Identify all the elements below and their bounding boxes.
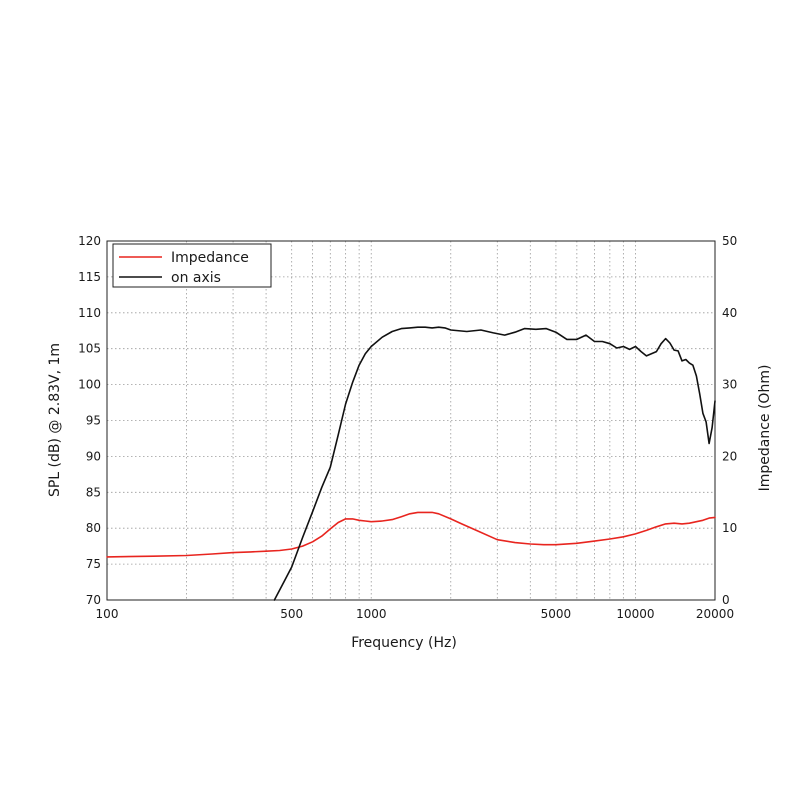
x-tick-label: 100 <box>96 607 119 621</box>
y-left-tick-label: 115 <box>78 270 101 284</box>
series-line-impedance <box>106 511 716 558</box>
series-line-on-axis <box>273 326 716 601</box>
y-axis-right-title: Impedance (Ohm) <box>757 365 773 492</box>
y-right-tick-label: 10 <box>722 521 737 535</box>
y-left-tick-label: 100 <box>78 378 101 392</box>
x-tick-label: 500 <box>280 607 303 621</box>
y-right-tick-label: 30 <box>722 378 737 392</box>
tick-labels: 100 500 1000 5000 10000 200007075808590951001… <box>78 234 737 621</box>
y-left-tick-label: 120 <box>78 234 101 248</box>
grid-lines <box>107 241 715 600</box>
y-right-tick-label: 20 <box>722 449 737 463</box>
legend-label-impedance: Impedance <box>171 250 249 266</box>
x-tick-label: 5000 <box>541 607 572 621</box>
x-tick-label: 1000 <box>356 607 387 621</box>
y-left-tick-label: 95 <box>86 414 101 428</box>
x-tick-label: 10000 <box>616 607 654 621</box>
legend: Impedance on axis <box>112 243 272 288</box>
plot-frame <box>106 240 716 601</box>
y-left-tick-label: 85 <box>86 485 101 499</box>
y-axis-left-title: SPL (dB) @ 2.83V, 1m <box>47 343 63 497</box>
y-right-tick-label: 40 <box>722 306 737 320</box>
legend-label-on-axis: on axis <box>171 270 221 286</box>
y-left-tick-label: 80 <box>86 521 101 535</box>
y-left-tick-label: 90 <box>86 449 101 463</box>
y-left-tick-label: 105 <box>78 342 101 356</box>
y-right-tick-label: 50 <box>722 234 737 248</box>
y-right-tick-label: 0 <box>722 593 730 607</box>
series-layer <box>106 326 716 601</box>
legend-box <box>112 243 272 288</box>
y-left-tick-label: 110 <box>78 306 101 320</box>
y-left-tick-label: 70 <box>86 593 101 607</box>
x-axis-title: Frequency (Hz) <box>351 635 457 651</box>
x-tick-label: 20000 <box>696 607 734 621</box>
y-left-tick-label: 75 <box>86 557 101 571</box>
